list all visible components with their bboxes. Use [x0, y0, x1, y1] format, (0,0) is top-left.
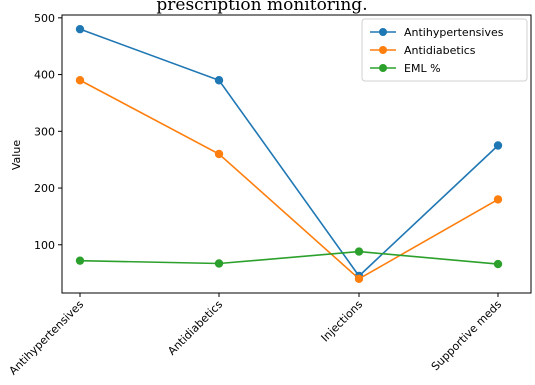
- series-2: [75, 247, 503, 269]
- series-layer: [75, 24, 503, 284]
- x-tick-label: Supportive meds: [429, 298, 505, 374]
- y-tick-label: 200: [34, 182, 55, 195]
- series-line: [79, 28, 499, 278]
- series-1: [75, 76, 503, 284]
- series-line: [79, 250, 499, 265]
- data-point: [214, 259, 224, 268]
- data-point: [214, 76, 224, 85]
- legend-marker: [379, 46, 387, 54]
- data-point: [493, 195, 503, 204]
- x-tick-label: Antihypertensives: [7, 298, 87, 378]
- data-point: [354, 274, 364, 284]
- legend-label: Antihypertensives: [404, 26, 504, 39]
- legend-box: [361, 18, 528, 82]
- legend-label: Antidiabetics: [404, 44, 476, 57]
- data-point: [75, 256, 85, 265]
- plot-frame: [61, 14, 532, 294]
- y-axis-label: Value: [10, 140, 23, 170]
- legend-label: EML %: [404, 62, 441, 75]
- data-point: [75, 24, 85, 34]
- data-point: [493, 259, 503, 269]
- legend-marker: [379, 28, 387, 36]
- chart-title: prescription monitoring.: [156, 0, 367, 15]
- data-point: [214, 149, 224, 159]
- data-point: [75, 76, 85, 85]
- legend-marker: [379, 64, 387, 72]
- x-tick-label: Injections: [319, 298, 366, 345]
- x-tick-label: Antidiabetics: [165, 298, 225, 358]
- data-point: [354, 247, 364, 256]
- series-line: [79, 79, 499, 280]
- data-point: [493, 141, 503, 150]
- y-tick-label: 100: [34, 239, 55, 252]
- y-tick-label: 500: [34, 12, 55, 25]
- y-tick-label: 400: [34, 69, 55, 82]
- y-tick-label: 300: [34, 125, 55, 138]
- legend: Antihypertensives Antidiabetics EML %: [361, 18, 528, 82]
